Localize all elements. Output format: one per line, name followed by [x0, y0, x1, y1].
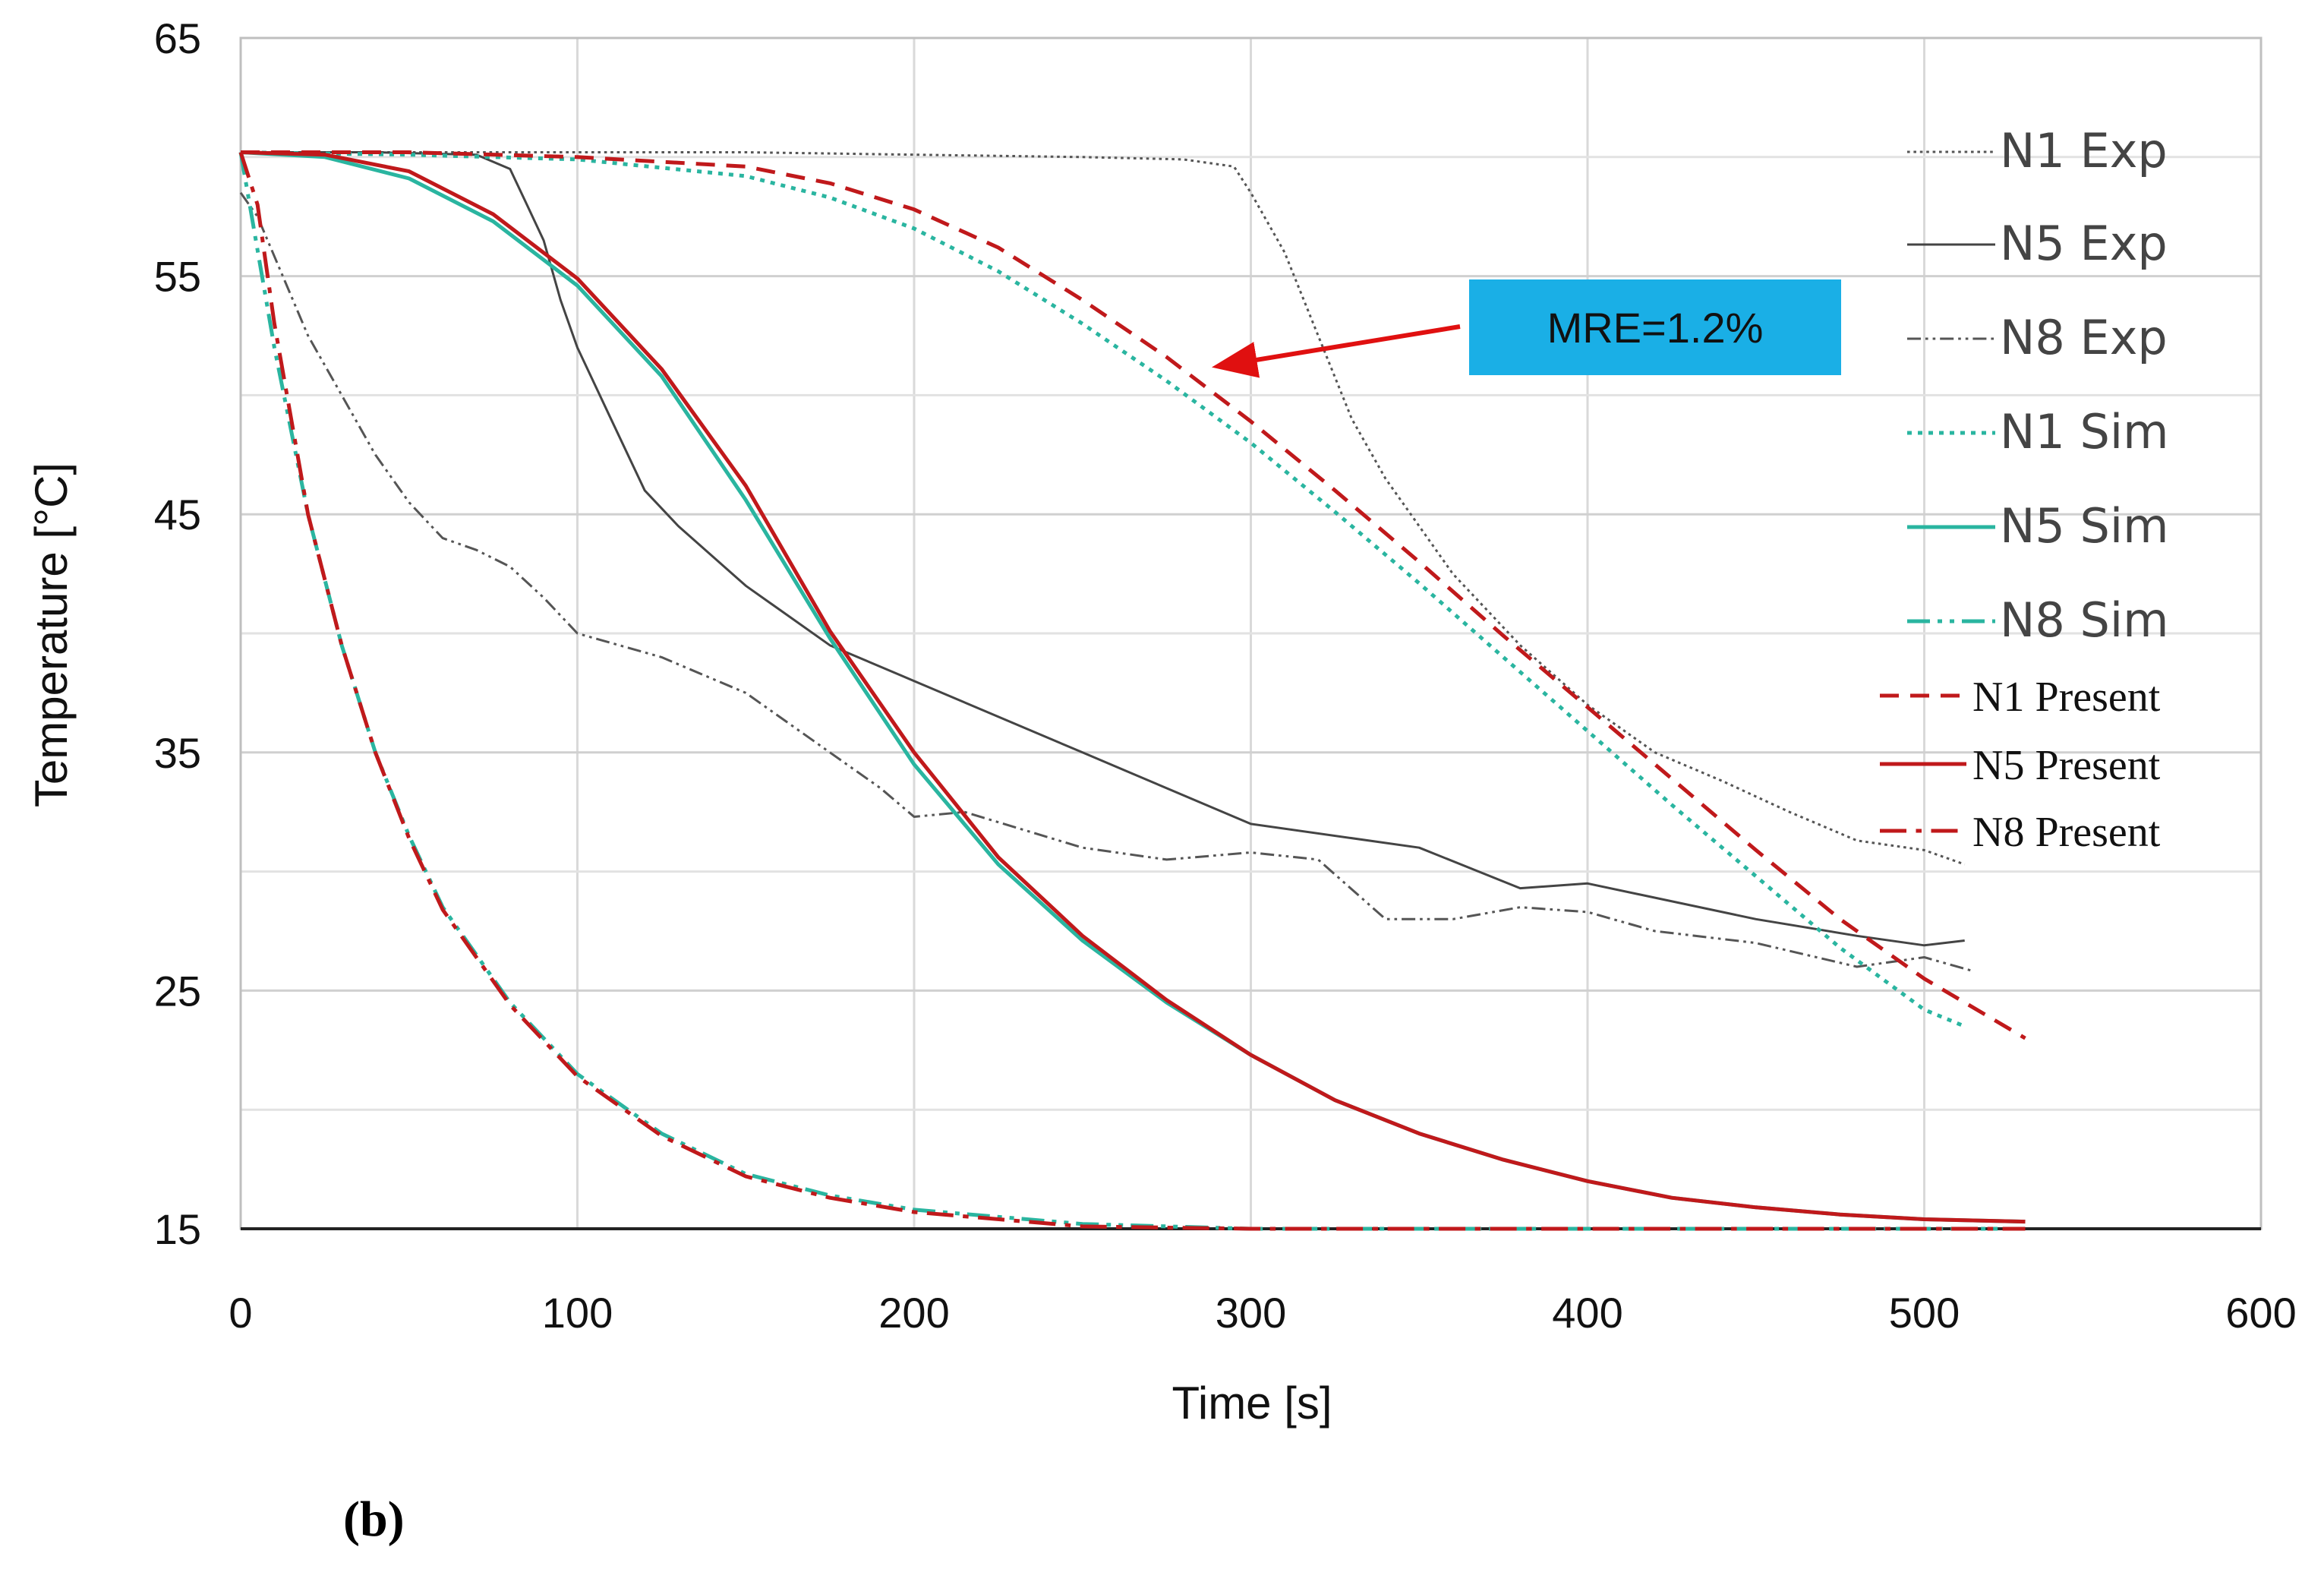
y-tick-label: 45	[154, 491, 201, 538]
y-tick-label: 55	[154, 253, 201, 301]
legend-label-n5-sim: N5 Sim	[2000, 498, 2169, 554]
x-tick-label: 100	[542, 1289, 613, 1337]
x-tick-label: 600	[2225, 1289, 2296, 1337]
figure-caption: (b)	[343, 1492, 405, 1547]
legend-label-n8-exp: N8 Exp	[2000, 310, 2168, 365]
annotation-text: MRE=1.2%	[1547, 304, 1764, 352]
series-lines	[238, 150, 2026, 1231]
series-line-n1-present	[241, 150, 2026, 1040]
legend-label-n8-sim: N8 Sim	[2000, 592, 2169, 648]
legend-label-n5-present: N5 Present	[1972, 742, 2161, 789]
legend-label-n1-exp: N1 Exp	[2000, 123, 2168, 178]
series-line-n8-present	[238, 151, 2026, 1231]
series-line-n1-exp	[241, 151, 1966, 866]
legend-label-n5-exp: N5 Exp	[2000, 216, 2168, 271]
x-tick-label: 300	[1216, 1289, 1286, 1337]
annotation-arrow	[1212, 324, 1461, 378]
legend-label-n1-present: N1 Present	[1972, 674, 2161, 721]
legend: N1 Exp N5 Exp N8 Exp N1 Sim N5 Sim N8 Sim N1 P…	[1880, 123, 2169, 856]
annotation: MRE=1.2%	[1212, 279, 1841, 378]
x-tick-label: 400	[1552, 1289, 1622, 1337]
x-tick-label: 0	[229, 1289, 252, 1337]
annotation-box	[1469, 279, 1841, 375]
x-tick-label: 200	[878, 1289, 949, 1337]
grid	[241, 38, 2261, 1229]
legend-label-n8-present: N8 Present	[1972, 809, 2161, 856]
series-line-n8-exp	[239, 191, 1976, 973]
series-line-n5-present	[240, 150, 2026, 1224]
y-axis-title: Temperature [°C]	[26, 462, 77, 807]
legend-label-n1-sim: N1 Sim	[2000, 404, 2169, 459]
series-line-n5-exp	[241, 151, 1965, 947]
x-axis-title: Time [s]	[1171, 1378, 1332, 1429]
y-tick-label: 35	[154, 729, 201, 777]
x-tick-label: 500	[1889, 1289, 1960, 1337]
y-tick-label: 25	[154, 967, 201, 1015]
axes: 0 100 200 300 400 500 600 15 25 35 45 55 65	[154, 14, 2297, 1337]
y-tick-label: 15	[154, 1205, 201, 1253]
y-tick-label: 65	[154, 14, 201, 62]
